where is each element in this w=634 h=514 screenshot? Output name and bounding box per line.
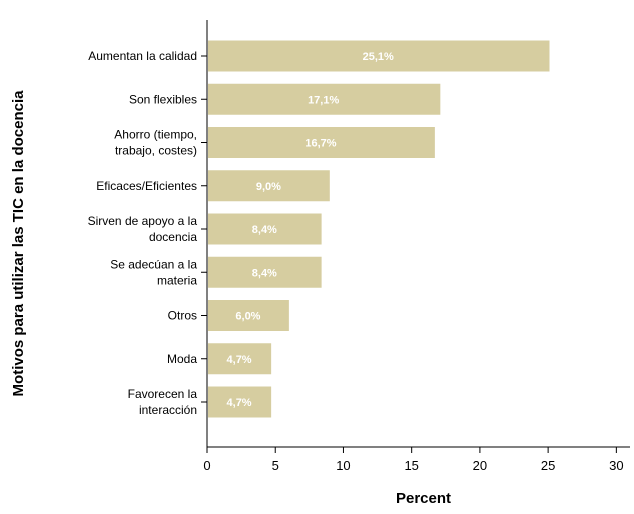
data-label: 8,4% bbox=[252, 267, 277, 279]
category-label: Moda bbox=[167, 352, 197, 366]
x-tick-label: 15 bbox=[404, 458, 418, 473]
bar bbox=[208, 170, 330, 202]
data-label: 17,1% bbox=[308, 94, 339, 106]
x-tick-label: 20 bbox=[473, 458, 487, 473]
data-label: 6,0% bbox=[235, 311, 260, 323]
data-label: 4,7% bbox=[227, 397, 252, 409]
bar bbox=[208, 83, 441, 115]
data-label: 9,0% bbox=[256, 181, 281, 193]
ticks-layer: 0 5 10 15 20 25 30 bbox=[201, 55, 624, 473]
axes-layer bbox=[206, 20, 630, 448]
bar bbox=[208, 386, 272, 418]
data-label: 16,7% bbox=[305, 138, 336, 150]
y-axis-title: Motivos para utilizar las TIC en la doce… bbox=[10, 90, 27, 397]
category-label: Otros bbox=[168, 309, 197, 323]
bar bbox=[208, 300, 289, 331]
category-label: Se adecúan a la materia bbox=[110, 257, 197, 287]
bar bbox=[208, 256, 322, 288]
data-label: 4,7% bbox=[227, 354, 252, 366]
category-label: Son flexibles bbox=[129, 92, 197, 106]
x-axis-title: Percent bbox=[396, 490, 451, 507]
bars-layer bbox=[208, 40, 550, 418]
bar bbox=[208, 343, 272, 375]
x-tick-label: 30 bbox=[609, 458, 623, 473]
category-label: Sirven de apoyo a la docencia bbox=[88, 214, 198, 244]
data-label: 8,4% bbox=[252, 224, 277, 236]
bar bbox=[208, 213, 322, 245]
x-tick-label: 0 bbox=[203, 458, 210, 473]
x-tick-label: 25 bbox=[541, 458, 555, 473]
data-labels: 25,1% 17,1% 16,7% 9,0% 8,4% 8,4% 6,0% 4,7% 4,7% bbox=[227, 51, 395, 409]
category-label: Eficaces/Eficientes bbox=[96, 179, 197, 193]
category-labels: Aumentan la calidad Son flexibles Ahorro (… bbox=[88, 49, 198, 417]
category-label: Ahorro (tiempo, trabajo, costes) bbox=[114, 128, 197, 158]
data-label: 25,1% bbox=[363, 51, 394, 63]
bar bbox=[208, 40, 550, 72]
bar bbox=[208, 127, 435, 158]
category-label: Aumentan la calidad bbox=[88, 49, 197, 63]
x-tick-label: 5 bbox=[272, 458, 279, 473]
x-tick-label: 10 bbox=[336, 458, 350, 473]
category-label: Favorecen la interacción bbox=[128, 387, 198, 417]
